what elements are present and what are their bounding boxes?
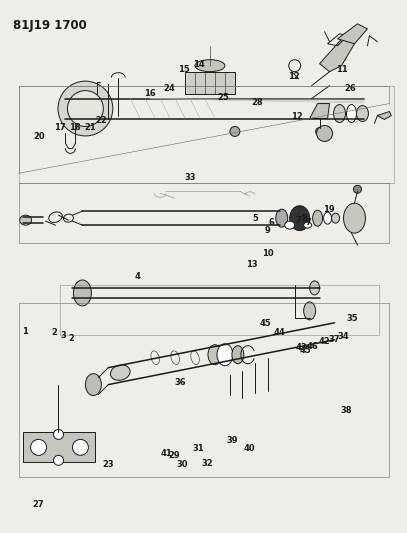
Bar	[185, 71, 235, 94]
Ellipse shape	[208, 345, 222, 365]
Text: 14: 14	[193, 60, 204, 69]
Ellipse shape	[110, 365, 130, 381]
Text: 24: 24	[163, 84, 175, 93]
Text: 23: 23	[103, 459, 114, 469]
Ellipse shape	[285, 221, 295, 229]
Text: 32: 32	[202, 458, 213, 467]
Text: 81J19 1700: 81J19 1700	[13, 19, 86, 32]
Ellipse shape	[58, 81, 113, 136]
Polygon shape	[310, 103, 330, 118]
Ellipse shape	[217, 344, 233, 366]
Text: 26: 26	[344, 84, 356, 93]
Polygon shape	[337, 24, 368, 44]
Text: 4: 4	[135, 271, 141, 280]
Text: 42: 42	[319, 337, 330, 346]
Text: 41: 41	[160, 449, 172, 458]
Text: 5: 5	[252, 214, 258, 223]
Text: 19: 19	[323, 205, 334, 214]
Circle shape	[317, 125, 333, 141]
Text: 10: 10	[262, 249, 274, 259]
Text: 31: 31	[193, 443, 204, 453]
Text: 44: 44	[274, 328, 286, 337]
Polygon shape	[319, 36, 357, 71]
Circle shape	[31, 439, 46, 455]
Text: 20: 20	[33, 132, 45, 141]
Text: 1: 1	[22, 327, 28, 336]
Text: 22: 22	[95, 116, 107, 125]
Circle shape	[230, 126, 240, 136]
Text: 18: 18	[69, 123, 80, 132]
Ellipse shape	[357, 106, 368, 122]
Polygon shape	[377, 111, 392, 119]
Text: 45: 45	[259, 319, 271, 328]
Text: 46: 46	[306, 342, 318, 351]
Text: 34: 34	[338, 332, 349, 341]
Text: 40: 40	[243, 443, 255, 453]
Text: 11: 11	[336, 66, 348, 75]
Text: 8: 8	[301, 214, 307, 223]
Text: 39: 39	[227, 436, 239, 445]
Ellipse shape	[20, 215, 32, 225]
Ellipse shape	[334, 104, 346, 123]
Ellipse shape	[73, 280, 92, 306]
Ellipse shape	[304, 302, 315, 320]
Text: 16: 16	[144, 90, 156, 99]
Text: 13: 13	[245, 260, 257, 269]
Text: 6: 6	[269, 218, 275, 227]
Text: 7: 7	[296, 216, 302, 225]
Text: 12: 12	[291, 112, 303, 121]
Circle shape	[68, 91, 103, 126]
Ellipse shape	[332, 213, 339, 223]
Ellipse shape	[324, 212, 332, 224]
Text: 17: 17	[54, 123, 65, 132]
Ellipse shape	[310, 281, 319, 295]
Text: 2: 2	[51, 328, 57, 337]
Text: 37: 37	[328, 335, 340, 344]
Ellipse shape	[290, 206, 310, 231]
Ellipse shape	[304, 222, 312, 228]
Circle shape	[315, 127, 324, 135]
Text: 30: 30	[177, 459, 188, 469]
Text: 12: 12	[288, 72, 300, 81]
Circle shape	[72, 439, 88, 455]
Circle shape	[53, 455, 63, 465]
Text: 45: 45	[300, 346, 312, 355]
Ellipse shape	[195, 60, 225, 71]
Text: 36: 36	[174, 378, 186, 387]
Text: 27: 27	[32, 500, 44, 509]
Text: 38: 38	[341, 407, 352, 416]
Text: 43: 43	[296, 343, 307, 352]
Circle shape	[354, 185, 361, 193]
Text: 21: 21	[85, 123, 96, 132]
Text: 28: 28	[251, 99, 263, 107]
Text: 3: 3	[61, 331, 66, 340]
Text: 25: 25	[217, 93, 229, 102]
Ellipse shape	[232, 346, 244, 364]
Circle shape	[53, 430, 63, 439]
Ellipse shape	[85, 374, 101, 395]
Text: 35: 35	[347, 314, 359, 323]
Text: 33: 33	[185, 173, 196, 182]
Ellipse shape	[344, 203, 365, 233]
Polygon shape	[23, 432, 95, 462]
Text: 15: 15	[178, 66, 190, 75]
Text: 29: 29	[168, 450, 180, 459]
Ellipse shape	[346, 104, 357, 123]
Text: 7: 7	[305, 218, 311, 227]
Ellipse shape	[276, 209, 288, 227]
Ellipse shape	[313, 210, 323, 226]
Text: 2: 2	[69, 334, 74, 343]
Text: 9: 9	[265, 226, 271, 235]
